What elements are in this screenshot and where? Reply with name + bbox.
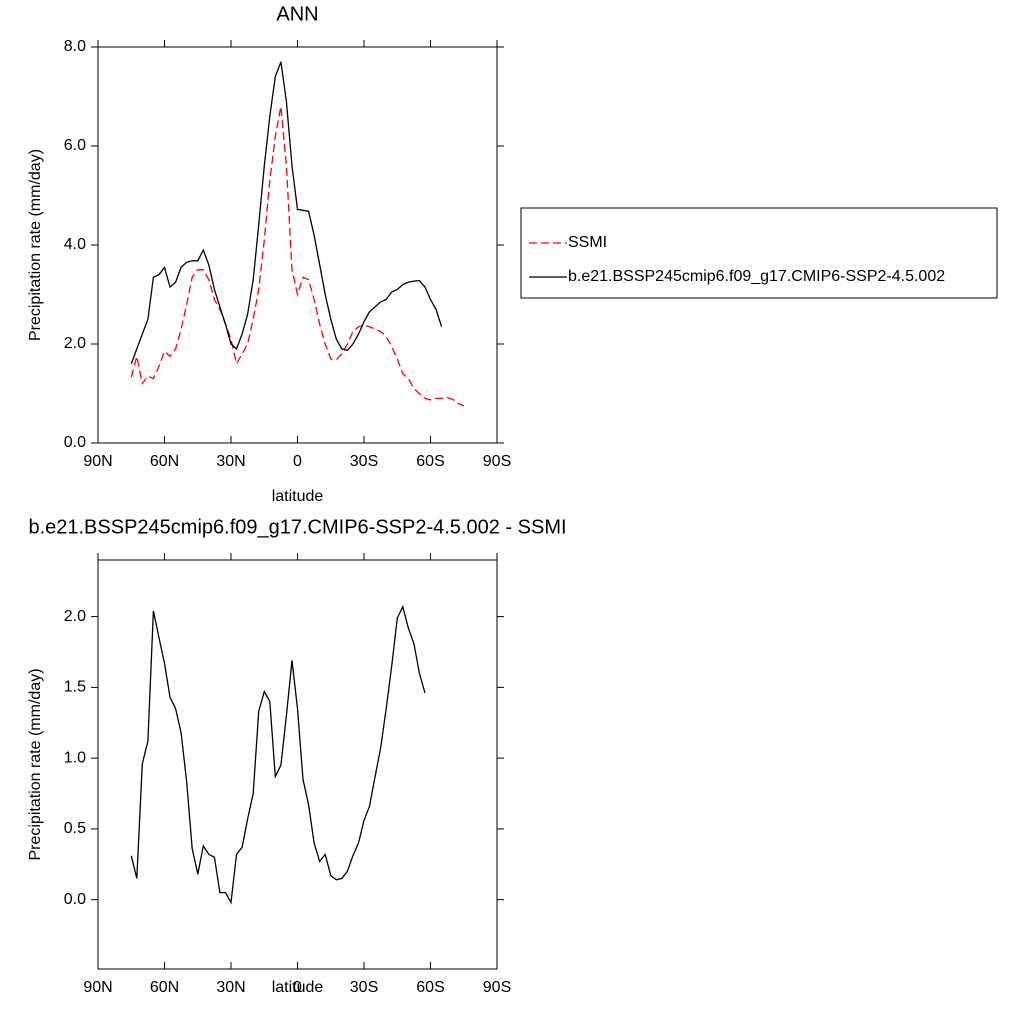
x-tick-label: 30S [350,453,378,470]
y-tick-label: 8.0 [64,38,86,55]
y-tick-label: 4.0 [64,236,86,253]
x-tick-label: 60S [416,453,444,470]
x-tick-label: 0 [293,453,302,470]
data-line [130,61,443,365]
plot-frame [97,559,498,970]
y-axis-label: Precipitation rate (mm/day) [27,149,44,341]
x-axis-label: latitude [272,979,324,996]
y-tick-label: 1.0 [64,749,86,766]
chart-title: b.e21.BSSP245cmip6.f09_g17.CMIP6-SSP2-4.… [28,516,566,538]
y-axis-label: Precipitation rate (mm/day) [27,668,44,860]
x-tick-label: 30S [350,979,378,996]
y-tick-label: 0.5 [64,820,86,837]
x-tick-label: 90S [483,979,511,996]
x-axis-label: latitude [272,488,324,505]
x-tick-label: 90S [483,453,511,470]
y-tick-label: 0.0 [64,434,86,451]
chart-title: ANN [276,3,318,25]
data-line [130,604,426,905]
x-tick-label: 30N [216,453,245,470]
y-tick-label: 2.0 [64,608,86,625]
y-tick-label: 0.0 [64,891,86,908]
x-tick-label: 60N [150,453,179,470]
plot-frame [97,46,498,444]
legend-box [520,207,998,299]
x-tick-label: 90N [83,453,112,470]
x-tick-label: 60S [416,979,444,996]
x-tick-label: 0 [293,979,302,996]
data-line [130,106,465,407]
x-tick-label: 30N [216,979,245,996]
y-tick-label: 2.0 [64,335,86,352]
legend: SSMI b.e21.BSSP245cmip6.f09_g17.CMIP6-SSP… [520,207,998,299]
y-tick-label: 1.5 [64,679,86,696]
legend-label: SSMI [568,234,607,251]
x-tick-label: 60N [150,979,179,996]
x-tick-label: 90N [83,979,112,996]
legend-label: b.e21.BSSP245cmip6.f09_g17.CMIP6-SSP2-4.… [568,268,945,285]
y-tick-label: 6.0 [64,137,86,154]
